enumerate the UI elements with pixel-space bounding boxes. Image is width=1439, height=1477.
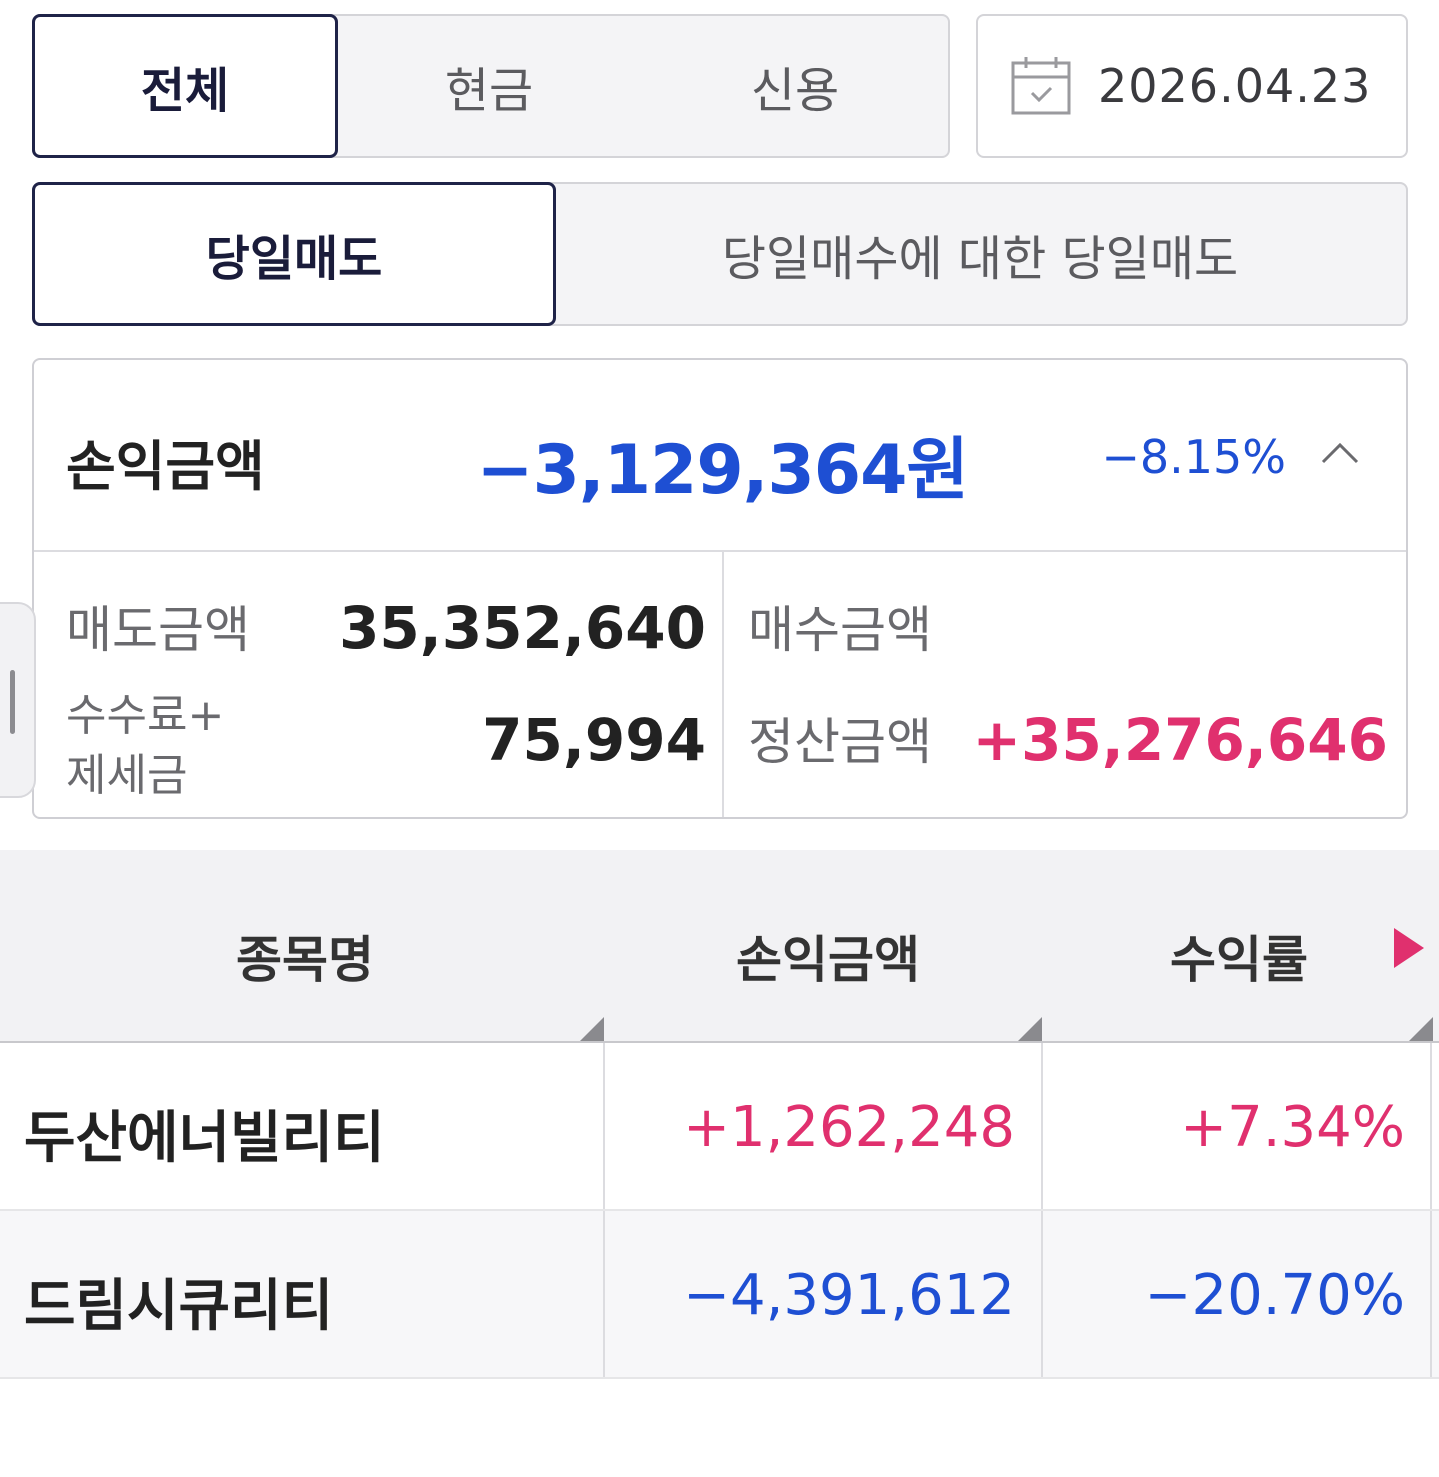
fee-label-line2: 제세금 bbox=[66, 750, 188, 801]
stock-rate: −20.70% bbox=[1144, 1263, 1405, 1328]
stock-name: 두산에너빌리티 bbox=[24, 1106, 385, 1171]
fee-tax-label: 수수료+ 제세금 bbox=[66, 686, 224, 806]
tab-credit[interactable]: 신용 bbox=[750, 63, 840, 119]
header-return-rate[interactable]: 수익률 bbox=[1170, 931, 1308, 989]
summary-rate: −8.15% bbox=[1101, 430, 1286, 484]
stock-rate: +7.34% bbox=[1180, 1095, 1405, 1160]
column-divider bbox=[1430, 1211, 1432, 1377]
sort-corner-icon[interactable] bbox=[1018, 1017, 1042, 1041]
column-divider bbox=[1041, 1043, 1043, 1209]
sell-amount-value: 35,352,640 bbox=[339, 594, 706, 662]
calendar-icon bbox=[1011, 57, 1071, 115]
trade-type-segment: 당일매도 당일매수에 대한 당일매도 bbox=[32, 182, 1408, 326]
table-row[interactable]: 드림시큐리티 −4,391,612 −20.70% bbox=[0, 1211, 1439, 1379]
settlement-label: 정산금액 bbox=[748, 713, 932, 771]
more-columns-arrow-icon[interactable] bbox=[1394, 928, 1424, 968]
account-type-segment: 전체 현금 신용 bbox=[32, 14, 950, 158]
table-header: 종목명 손익금액 수익률 bbox=[0, 850, 1439, 1043]
stock-profit: −4,391,612 bbox=[683, 1263, 1015, 1328]
fee-label-line1: 수수료+ bbox=[66, 690, 225, 741]
stock-profit: +1,262,248 bbox=[683, 1095, 1015, 1160]
date-value: 2026.04.23 bbox=[1098, 59, 1372, 113]
fee-tax-value: 75,994 bbox=[482, 706, 706, 774]
column-divider bbox=[1430, 1043, 1432, 1209]
header-profit-amount[interactable]: 손익금액 bbox=[736, 931, 920, 989]
side-drawer-handle[interactable] bbox=[0, 602, 36, 798]
summary-header[interactable]: 손익금액 −3,129,364원 −8.15% bbox=[34, 360, 1406, 552]
header-stock-name[interactable]: 종목명 bbox=[236, 931, 374, 989]
column-divider bbox=[1041, 1211, 1043, 1377]
profit-summary-card: 손익금액 −3,129,364원 −8.15% 매도금액 35,352,640 … bbox=[32, 358, 1408, 819]
sort-corner-icon[interactable] bbox=[1409, 1017, 1433, 1041]
handle-grip bbox=[10, 670, 15, 734]
settlement-value: +35,276,646 bbox=[972, 706, 1388, 774]
summary-label: 손익금액 bbox=[66, 435, 265, 498]
chevron-up-icon[interactable] bbox=[1320, 438, 1360, 468]
tab-cash[interactable]: 현금 bbox=[444, 63, 534, 119]
sort-corner-icon[interactable] bbox=[580, 1017, 604, 1041]
table-row[interactable]: 두산에너빌리티 +1,262,248 +7.34% bbox=[0, 1043, 1439, 1211]
column-divider bbox=[603, 1043, 605, 1209]
tab-same-day-sell[interactable]: 당일매도 bbox=[32, 182, 556, 326]
summary-divider bbox=[722, 552, 724, 817]
tab-all[interactable]: 전체 bbox=[32, 14, 338, 158]
summary-amount: −3,129,364원 bbox=[476, 431, 969, 510]
stock-name: 드림시큐리티 bbox=[24, 1274, 334, 1339]
stock-table: 종목명 손익금액 수익률 두산에너빌리티 +1,262,248 +7.34% 드… bbox=[0, 850, 1439, 1379]
tab-same-day-sell-for-buy[interactable]: 당일매수에 대한 당일매도 bbox=[721, 231, 1239, 287]
buy-amount-label: 매수금액 bbox=[748, 601, 932, 659]
sell-amount-label: 매도금액 bbox=[66, 601, 250, 659]
date-picker[interactable]: 2026.04.23 bbox=[976, 14, 1408, 158]
column-divider bbox=[603, 1211, 605, 1377]
